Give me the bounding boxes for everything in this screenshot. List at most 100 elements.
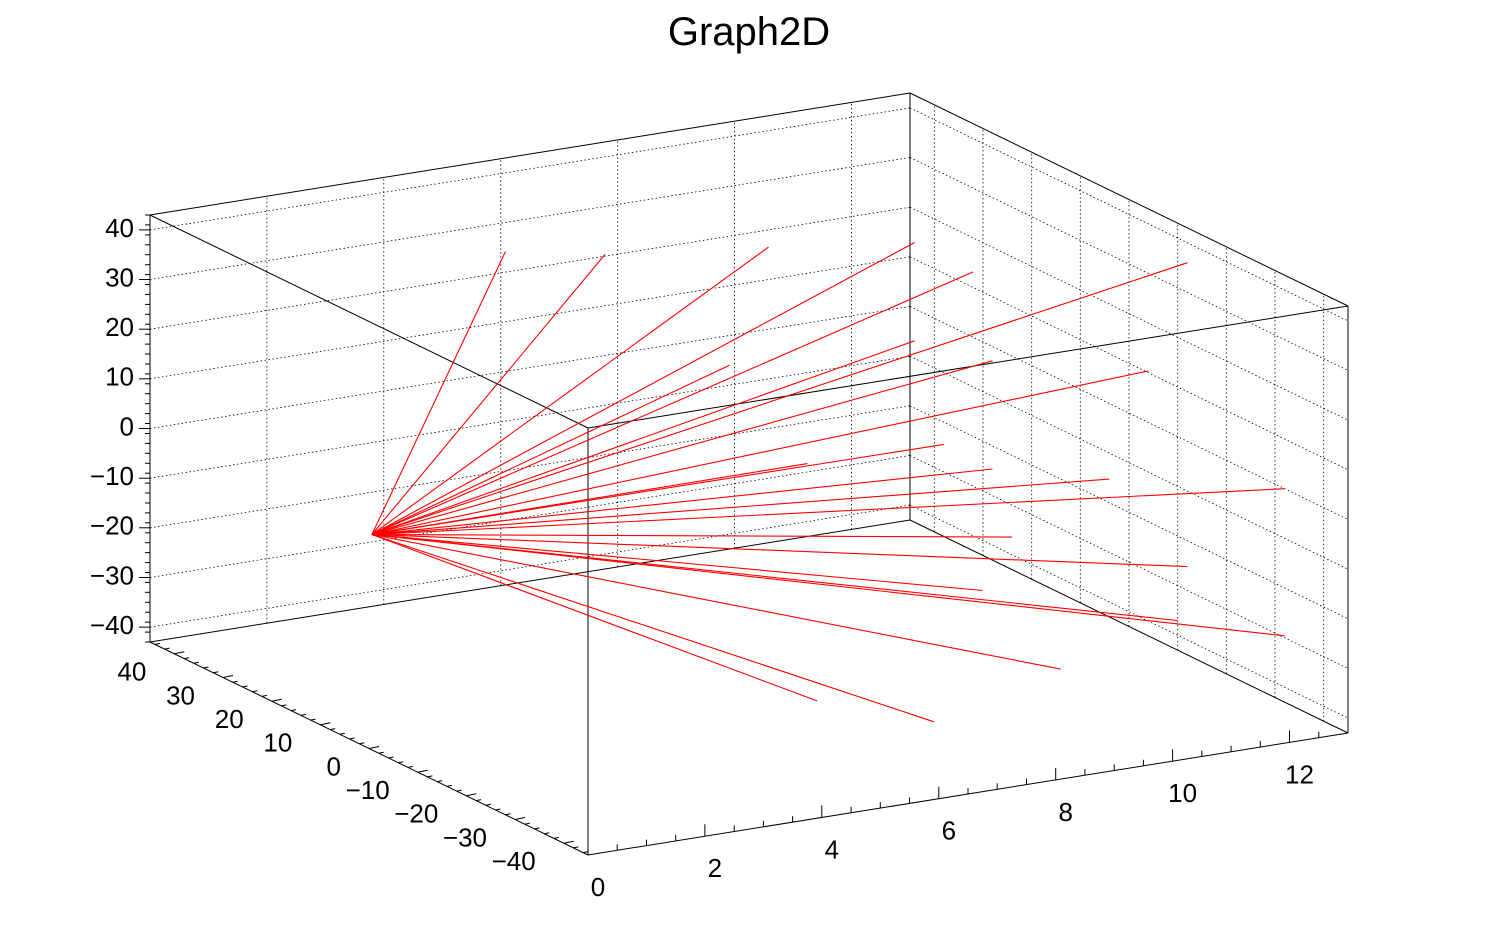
y-major-tick [222,675,234,678]
z-gridline-back-wall [149,107,911,231]
series-line-12 [371,443,944,536]
y-minor-tick [154,642,160,645]
y-tick-label: −20 [394,799,438,829]
y-minor-tick [427,775,433,778]
y-major-tick [563,840,574,844]
z-gridline-right-wall [909,504,1349,719]
series-line-6 [371,262,1188,536]
y-tick-label: 0 [327,751,341,781]
chart-title: Graph2D [668,10,830,54]
y-minor-tick [359,742,365,745]
z-gridline-back-wall [149,504,911,628]
series-layer [371,242,1285,723]
box-edge [149,92,911,216]
y-minor-tick [388,756,394,759]
box-edge [909,92,1349,307]
y-minor-tick [485,803,491,806]
series-line-19 [371,533,1178,622]
box-edge [149,214,589,429]
z-tick-label: −40 [90,610,134,640]
y-minor-tick [476,799,482,802]
z-gridline-back-wall [149,157,911,280]
box-edge [587,305,1349,429]
plot-frame [149,92,1349,856]
series-line-8 [371,340,915,536]
y-minor-tick [495,808,501,811]
axes: −40−30−20−10010203040024681012−40−30−20−… [90,213,1349,902]
y-minor-tick [398,761,404,764]
z-tick-label: 0 [120,411,134,441]
series-line-5 [371,271,974,536]
z-tick-label: −20 [90,511,134,541]
y-minor-tick [456,789,462,792]
y-major-tick [271,698,282,702]
y-minor-tick [261,694,267,697]
y-tick-label: −30 [443,822,487,852]
y-minor-tick [193,661,199,664]
y-minor-tick [291,709,297,712]
z-tick-label: 10 [105,362,134,392]
y-minor-tick [242,685,248,688]
y-minor-tick [232,680,238,683]
series-line-17 [371,533,1188,568]
x-tick-label: 8 [1058,797,1072,827]
y-minor-tick [330,728,336,731]
z-gridline-back-wall [149,455,911,578]
y-tick-label: 20 [215,704,244,734]
z-gridline-right-wall [909,355,1349,570]
series-line-20 [371,533,1285,637]
z-gridline-back-wall [149,256,911,380]
y-tick-label: 30 [166,680,195,710]
series-line-1 [371,251,506,535]
series-line-10 [371,370,1149,536]
y-major-tick [368,746,380,749]
series-line-21 [371,533,1061,670]
z-gridline-back-wall [149,355,911,479]
y-minor-tick [437,780,443,783]
y-minor-tick [300,713,306,716]
y-minor-tick [310,718,316,721]
series-line-4 [371,242,915,535]
y-major-tick [514,817,526,820]
y-major-tick [417,769,428,773]
z-gridline-right-wall [909,256,1349,471]
series-line-7 [371,364,730,535]
y-minor-tick [203,666,209,669]
x-tick-label: 12 [1285,759,1314,789]
y-tick-label: 10 [263,728,292,758]
z-tick-label: 40 [105,213,134,243]
y-minor-tick [544,832,550,835]
y-minor-tick [164,647,170,650]
series-line-13 [371,468,993,536]
z-gridline-back-wall [149,405,911,529]
y-minor-tick [213,671,219,674]
grid-layer [149,102,1349,722]
x-tick-label: 6 [942,816,956,846]
z-tick-label: −30 [90,560,134,590]
y-tick-label: −10 [346,775,390,805]
y-minor-tick [378,751,384,754]
y-minor-tick [505,813,511,816]
z-gridline-back-wall [149,306,911,429]
y-minor-tick [573,846,579,849]
series-line-14 [371,478,1110,536]
y-tick-label: −40 [492,846,536,876]
y-minor-tick [184,657,190,660]
y-major-tick [320,722,331,726]
x-tick-label: 4 [825,834,839,864]
series-line-23 [371,533,935,723]
y-minor-tick [583,851,589,854]
y-minor-tick [524,822,530,825]
z-gridline-right-wall [909,157,1349,371]
y-major-tick [174,651,185,655]
y-minor-tick [407,765,413,768]
series-line-22 [371,533,818,702]
z-gridline-right-wall [909,405,1349,620]
z-tick-label: 20 [105,312,134,342]
box-edge [909,519,1349,734]
z-gridline-back-wall [149,206,911,330]
series-line-16 [371,533,1013,538]
series-line-9 [371,360,993,536]
series-line-3 [371,246,769,535]
series-line-18 [371,533,983,592]
